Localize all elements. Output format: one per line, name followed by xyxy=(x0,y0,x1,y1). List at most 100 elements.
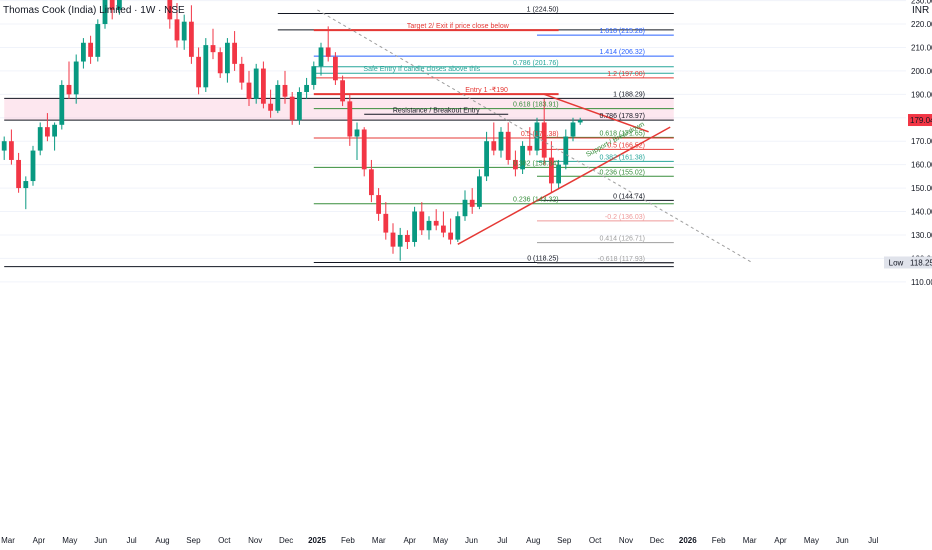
low-marker-tag xyxy=(884,256,908,269)
level-label: -0.618 (117.93) xyxy=(598,256,645,263)
time-tick: Jun xyxy=(465,536,478,545)
level-label: 0 (144.74) xyxy=(613,193,645,200)
time-tick: Aug xyxy=(155,536,169,545)
candle xyxy=(491,141,497,151)
time-tick: 2025 xyxy=(308,536,326,545)
candle xyxy=(45,127,50,137)
annotations: 1.618 (290.13)3 (275.40)1.414 (268.50)Al… xyxy=(363,6,646,263)
candle xyxy=(73,61,79,95)
trendlines xyxy=(317,9,754,264)
level-label: 1.618 (215.28) xyxy=(599,28,645,35)
candle xyxy=(556,164,561,184)
candle xyxy=(498,131,504,151)
price-tick: 170.00 xyxy=(911,137,932,146)
price-tick: 220.00 xyxy=(911,20,932,29)
candle xyxy=(318,47,324,67)
time-axis-ticks: Mar Apr May Jun Jul Aug Sep Oct Nov Dec 2025 Feb Mar… xyxy=(1,536,878,545)
time-axis[interactable] xyxy=(0,524,932,550)
candle xyxy=(455,216,461,240)
level-label: 0.618 (171.65) xyxy=(599,130,645,137)
candle xyxy=(505,131,511,160)
level-label: 1 (188.29) xyxy=(613,91,645,98)
price-tick: 200.00 xyxy=(911,67,932,76)
candle xyxy=(534,122,540,151)
candle xyxy=(37,127,43,151)
candle xyxy=(462,199,468,217)
level-label: Resistance / Breakout Entry xyxy=(393,107,480,114)
candle xyxy=(167,0,173,20)
candle xyxy=(109,0,115,10)
candle xyxy=(369,169,374,196)
level-label: 0.786 (201.76) xyxy=(513,60,559,67)
low-marker-value: 118.25 xyxy=(910,258,932,267)
last-price-marker-value: 179.04 xyxy=(910,116,932,125)
candle xyxy=(275,84,281,111)
candle xyxy=(174,19,180,41)
trend-label: Support / Breakdown xyxy=(585,121,646,159)
candle xyxy=(484,141,489,177)
time-tick: May xyxy=(804,536,819,545)
candle xyxy=(347,101,353,137)
price-tick: 140.00 xyxy=(911,208,932,217)
time-tick: Apr xyxy=(33,536,46,545)
candle xyxy=(59,84,65,125)
price-tick: 110.00 xyxy=(911,278,932,287)
candle xyxy=(1,141,7,151)
candle xyxy=(340,80,345,102)
candle xyxy=(225,42,230,74)
candle xyxy=(325,47,331,57)
candle xyxy=(297,91,302,121)
candle xyxy=(81,42,86,62)
candle xyxy=(477,176,482,207)
candle xyxy=(376,195,381,214)
candle xyxy=(541,122,547,158)
candle xyxy=(66,84,72,95)
candle xyxy=(520,145,525,170)
level-label: Safe Entry If candle closes above this xyxy=(363,66,480,73)
candle xyxy=(441,225,446,233)
candle xyxy=(311,66,317,85)
fib-levels xyxy=(4,12,674,268)
level-label: 1.414 (206.32) xyxy=(599,49,645,56)
time-tick: Dec xyxy=(279,536,293,545)
time-tick: Oct xyxy=(589,536,602,545)
level-label: 0.786 (178.97) xyxy=(599,113,645,120)
time-tick: Nov xyxy=(248,536,262,545)
level-label: 0 (118.25) xyxy=(527,255,558,262)
chart-title: Thomas Cook (India) Limited · 1W · NSE xyxy=(3,5,185,16)
candle xyxy=(304,84,309,92)
price-tick: 210.00 xyxy=(911,43,932,52)
candle xyxy=(563,136,569,165)
time-tick: Feb xyxy=(341,536,355,545)
candle xyxy=(88,42,93,57)
level-label: 0.236 (155.02) xyxy=(599,169,645,176)
candle xyxy=(189,21,194,57)
level-label: 0.618 (183.91) xyxy=(513,102,559,109)
candle xyxy=(282,84,288,97)
time-tick: Oct xyxy=(218,536,231,545)
time-tick: Mar xyxy=(1,536,15,545)
price-tick: 190.00 xyxy=(911,90,932,99)
candle xyxy=(513,159,518,170)
time-tick: 2026 xyxy=(679,536,697,545)
candle xyxy=(469,199,475,207)
candle xyxy=(383,213,389,233)
price-axis[interactable] xyxy=(908,0,932,550)
candle xyxy=(246,82,252,100)
level-label: 1 (224.50) xyxy=(527,6,559,13)
time-tick: Mar xyxy=(372,536,386,545)
level-label: 0.414 (126.71) xyxy=(599,236,645,243)
level-label: Entry 1 -₹190 xyxy=(465,86,508,94)
candle xyxy=(232,42,237,64)
trendline xyxy=(457,126,671,245)
level-label: 0.236 (143.32) xyxy=(513,197,559,204)
candle xyxy=(390,232,396,247)
time-tick: Mar xyxy=(743,536,757,545)
time-tick: Nov xyxy=(619,536,633,545)
candle xyxy=(405,234,410,242)
price-tick: 160.00 xyxy=(911,161,932,170)
level-label: 0.5 (166.52) xyxy=(607,142,645,149)
level-label: 0.382 (161.38) xyxy=(599,154,645,161)
